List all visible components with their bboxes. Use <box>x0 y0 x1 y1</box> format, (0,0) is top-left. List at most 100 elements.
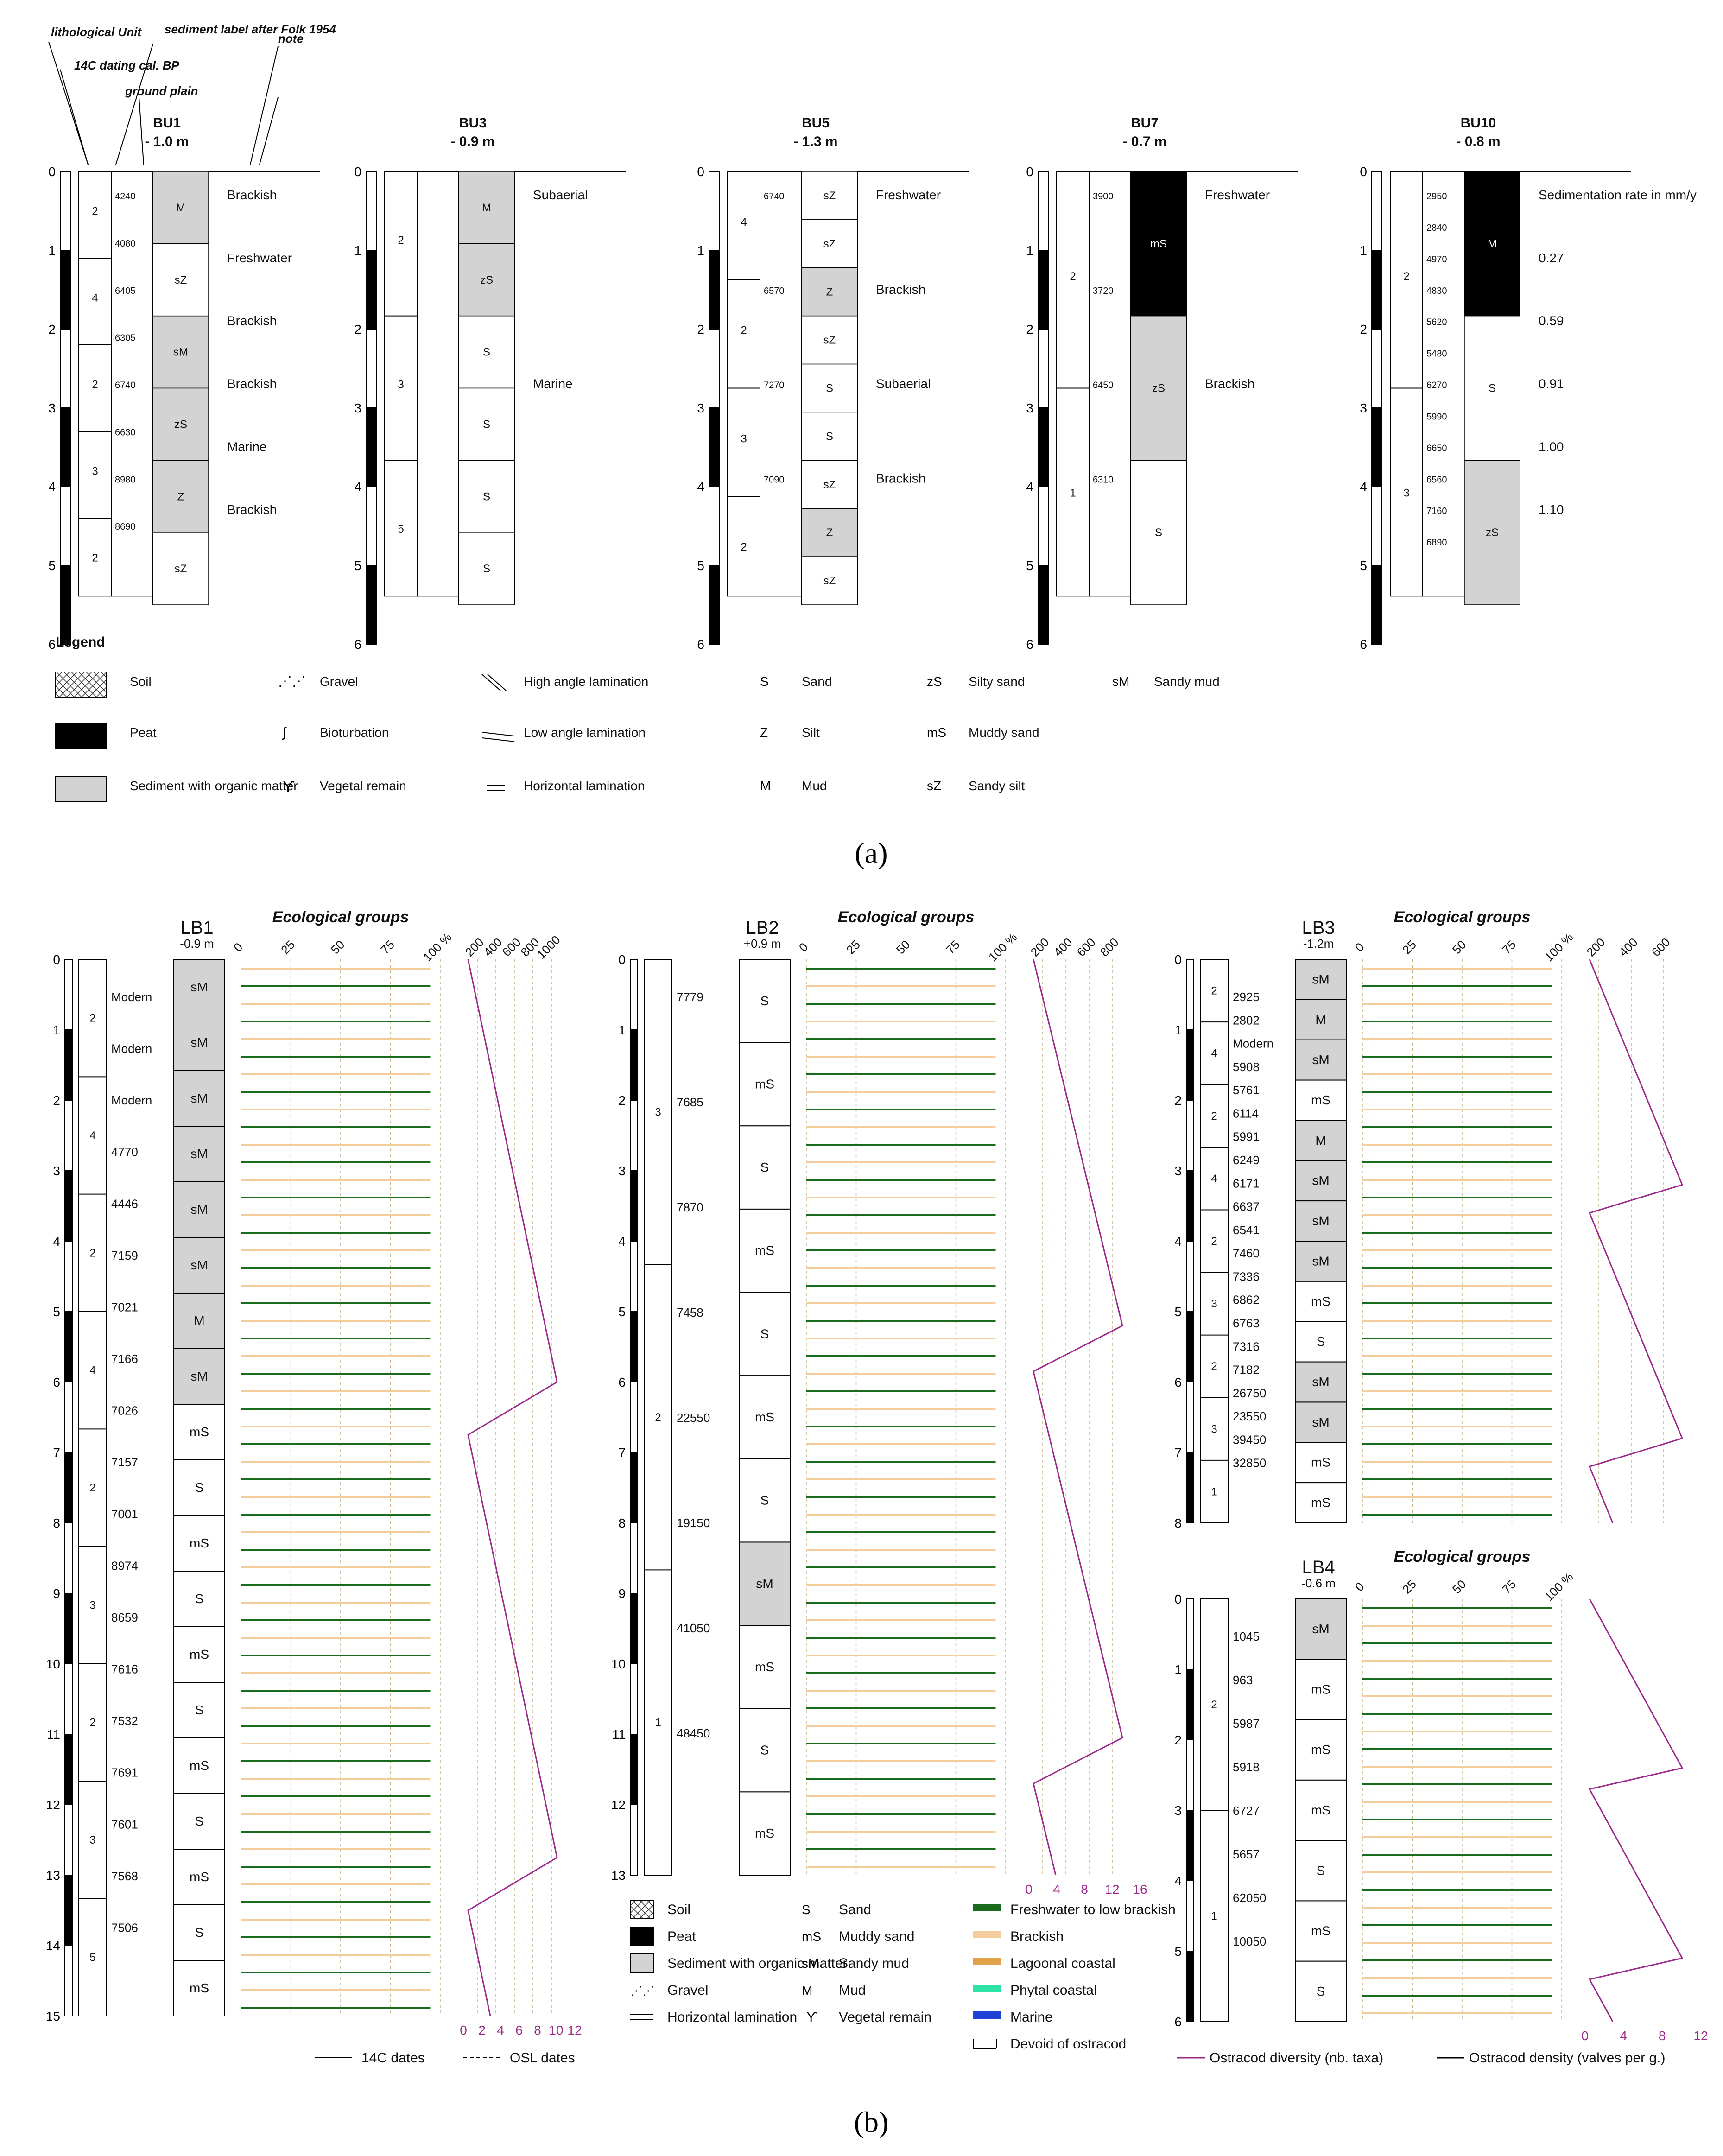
date-value: 5480 <box>1426 349 1447 359</box>
sediment-layer <box>173 1459 225 1516</box>
diversity-curve <box>467 959 558 2016</box>
sediment-layer <box>801 267 858 317</box>
sediment-layer <box>801 315 858 365</box>
pct-tick: 100 % <box>1542 930 1576 964</box>
depth-tick: 4 <box>354 480 361 494</box>
depth-bar-segment <box>1371 565 1382 645</box>
legend-label: Devoid of ostracod <box>1010 2036 1126 2052</box>
depth-tick: 9 <box>53 1586 60 1601</box>
sediment-label: sM <box>1312 1375 1329 1389</box>
sediment-layer <box>173 1237 225 1294</box>
date-value: 4446 <box>111 1197 138 1211</box>
core-bu7: BU7 - 0.7 m 0 1 2 3 4 5 6 2 1 3900 3720 6450 6310 mS zS S… <box>1026 115 1298 652</box>
sediment-layer <box>739 1791 791 1876</box>
pct-tick: 0 <box>1352 940 1367 954</box>
depth-bar-segment <box>709 486 720 566</box>
date-value: 963 <box>1233 1673 1253 1687</box>
pct-tick: 75 <box>943 938 963 957</box>
density-tick: 600 <box>1074 935 1098 959</box>
depth-tick: 1 <box>48 243 56 258</box>
legend-item-S: S Sand <box>760 674 832 689</box>
core-name: BU10 <box>1461 115 1496 131</box>
core-name: LB3 <box>1302 918 1335 938</box>
legend-item-5: S Sand <box>802 1902 871 1917</box>
date-value: 4970 <box>1426 254 1447 265</box>
sediment-label: M <box>1315 1133 1326 1148</box>
depth-tick: 1 <box>1174 1662 1182 1677</box>
sediment-layer <box>801 219 858 268</box>
depth-tick: 5 <box>1174 1944 1182 1959</box>
sediment-layer <box>1295 1401 1347 1443</box>
unit-number: 2 <box>89 1482 95 1494</box>
legend-label: Silty sand <box>969 674 1025 689</box>
high-angle-icon <box>481 674 501 691</box>
sediment-layer <box>173 959 225 1015</box>
depth-tick: 0 <box>1174 1592 1182 1606</box>
environment-note: 0.59 <box>1539 314 1564 328</box>
depth-bar-segment <box>630 1170 638 1242</box>
code-sM: sM <box>802 1956 819 1971</box>
sediment-label: sZ <box>823 190 836 202</box>
depth-tick: 5 <box>1026 558 1033 573</box>
core-depth: -1.2m <box>1303 937 1334 951</box>
depth-bar-segment <box>1186 1669 1194 1740</box>
sediment-label: zS <box>480 274 493 286</box>
legend-label: Soil <box>130 674 152 689</box>
sediment-layer <box>458 315 515 389</box>
diversity-tick: 4 <box>497 2023 504 2037</box>
sediment-label: M <box>1315 1012 1326 1027</box>
pct-tick: 75 <box>378 938 397 957</box>
environment-note: Brackish <box>876 282 925 297</box>
sediment-layer <box>173 1293 225 1349</box>
part-b-legend: Soil Peat Sediment with organic matter ⋰⋰ Gr… <box>315 1900 1666 2066</box>
legend-label: Peat <box>667 1929 696 1944</box>
unit-number: 3 <box>92 465 98 478</box>
legend-item-lal: Low angle lamination <box>481 725 646 742</box>
date-value: 7506 <box>111 1921 138 1934</box>
sediment-label: S <box>1317 1984 1325 1998</box>
depth-bar-segment <box>630 1452 638 1523</box>
depth-bar-segment <box>1186 959 1194 1030</box>
header-leader <box>139 97 144 165</box>
depth-tick: 5 <box>354 558 361 573</box>
depth-tick: 6 <box>1360 637 1367 652</box>
header-ground: ground plain <box>125 84 198 98</box>
header-leader <box>250 46 279 165</box>
depth-tick: 1 <box>618 1023 626 1037</box>
date-value: 6249 <box>1233 1153 1260 1167</box>
sediment-layer <box>173 1682 225 1738</box>
diversity-tick: 12 <box>567 2023 582 2037</box>
legend-label: Gravel <box>320 674 358 689</box>
part-b-cores: 0123456789101112131415242423235ModernMod… <box>46 908 1708 2043</box>
sediment-label: S <box>760 1743 769 1757</box>
legend-item-13: Phytal coastal <box>973 1983 1097 1998</box>
sediment-layer <box>801 460 858 509</box>
legend-item-soil: Soil <box>55 672 152 698</box>
environment-note: Brackish <box>1205 377 1254 391</box>
depth-bar-segment <box>1186 1880 1194 1952</box>
date-value: 5987 <box>1233 1717 1260 1731</box>
sediment-label: mS <box>755 1243 774 1258</box>
depth-tick: 4 <box>53 1234 60 1249</box>
sediment-label: zS <box>1152 382 1165 395</box>
depth-tick: 2 <box>1360 322 1367 336</box>
density-tick: 400 <box>1616 935 1641 959</box>
depth-tick: 6 <box>1174 1375 1182 1389</box>
date-value: 3900 <box>1093 191 1114 202</box>
depth-bar-segment <box>709 329 720 408</box>
sediment-layer <box>173 1404 225 1460</box>
depth-bar-segment <box>1186 1100 1194 1171</box>
date-value: 7568 <box>111 1869 138 1883</box>
legend-label: Horizontal lamination <box>524 779 645 793</box>
depth-bar-segment <box>1371 407 1382 487</box>
date-value: 2925 <box>1233 990 1260 1004</box>
legend-label: Vegetal remain <box>320 779 406 793</box>
sediment-label: sM <box>1312 1214 1329 1228</box>
depth-tick: 1 <box>354 243 361 258</box>
depth-bar-segment <box>709 250 720 330</box>
unit-number: 3 <box>89 1599 95 1611</box>
depth-tick: 14 <box>46 1939 60 1953</box>
depth-tick: 1 <box>697 243 704 258</box>
sediment-label: mS <box>1311 1743 1330 1757</box>
pct-tick: 25 <box>278 938 298 957</box>
